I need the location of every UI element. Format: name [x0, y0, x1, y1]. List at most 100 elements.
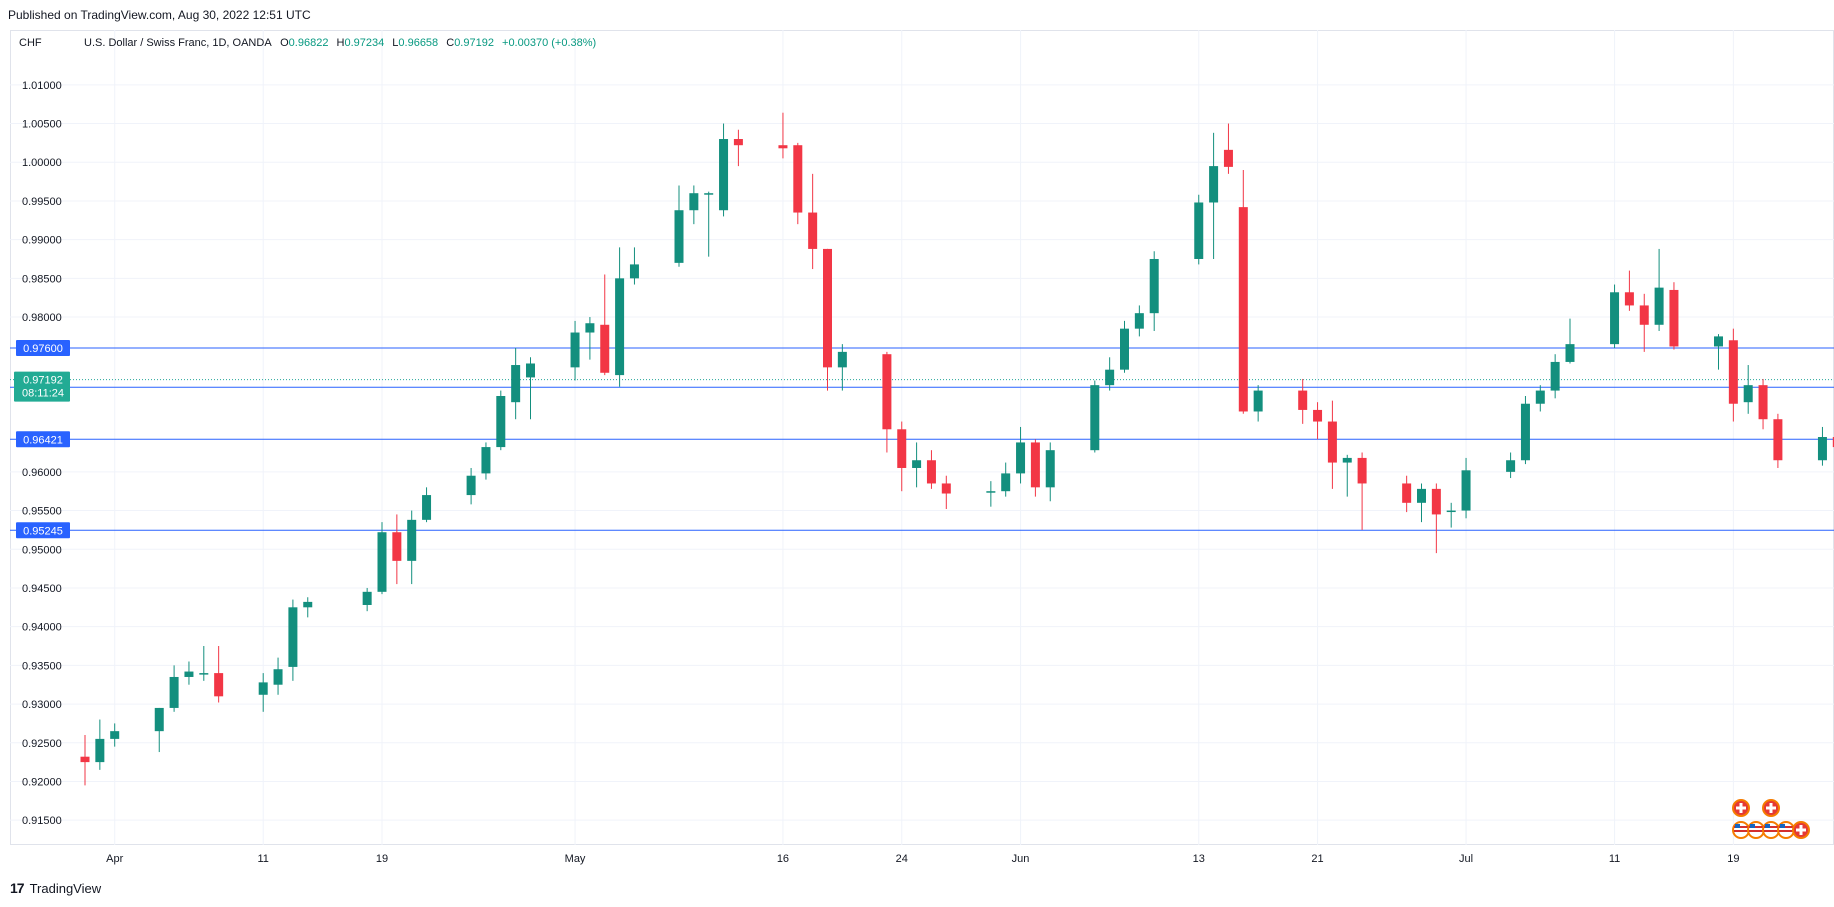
candle[interactable]	[199, 646, 209, 681]
candle[interactable]	[110, 723, 120, 747]
candle[interactable]	[511, 348, 521, 420]
candle[interactable]	[154, 707, 164, 753]
candle[interactable]	[258, 673, 268, 712]
candle[interactable]	[1773, 413, 1783, 468]
candle[interactable]	[1120, 320, 1129, 373]
candle[interactable]	[1417, 483, 1426, 523]
us-flag-icon[interactable]	[1747, 821, 1765, 839]
candle[interactable]	[1520, 395, 1530, 465]
candle[interactable]	[1313, 402, 1323, 440]
candle[interactable]	[808, 173, 818, 270]
candle[interactable]	[837, 344, 847, 391]
candle[interactable]	[466, 467, 476, 505]
candle[interactable]	[615, 247, 625, 387]
candle[interactable]	[570, 320, 580, 381]
us-flag-icon[interactable]	[1777, 821, 1795, 839]
candle[interactable]	[407, 510, 417, 585]
candle-body	[1639, 305, 1649, 325]
candle[interactable]	[1149, 251, 1159, 331]
y-axis: 1.01000 1.00500 1.00000 0.99500 0.99000 0.985…	[22, 80, 62, 827]
candle[interactable]	[184, 661, 194, 685]
swiss-flag-icon[interactable]	[1792, 821, 1810, 839]
candle[interactable]	[481, 442, 491, 480]
candle[interactable]	[1253, 385, 1263, 422]
candle-body	[1610, 292, 1620, 345]
candle[interactable]	[1209, 132, 1219, 259]
candle[interactable]	[1639, 293, 1649, 352]
candle[interactable]	[1327, 400, 1337, 489]
candle[interactable]	[1535, 385, 1545, 412]
candle[interactable]	[1446, 502, 1456, 528]
candle[interactable]	[1194, 194, 1204, 265]
candle[interactable]	[1298, 378, 1308, 424]
tradingview-logo-icon[interactable]: 17	[10, 880, 25, 896]
candle[interactable]	[882, 351, 892, 453]
candle[interactable]	[1431, 483, 1441, 554]
candle[interactable]	[1016, 426, 1026, 484]
candle[interactable]	[169, 665, 179, 712]
candle[interactable]	[778, 112, 788, 159]
candle[interactable]	[823, 248, 832, 391]
candle[interactable]	[95, 719, 105, 770]
candle[interactable]	[1714, 334, 1723, 370]
candle[interactable]	[1357, 452, 1367, 530]
candle[interactable]	[1728, 328, 1738, 422]
candle[interactable]	[1610, 284, 1620, 349]
candle[interactable]	[1758, 378, 1768, 430]
candle-body	[1209, 166, 1219, 203]
candle[interactable]	[793, 142, 803, 225]
candle[interactable]	[1624, 270, 1634, 311]
candle[interactable]	[303, 597, 313, 618]
candle[interactable]	[689, 185, 699, 225]
candle[interactable]	[1090, 380, 1100, 453]
candle[interactable]	[704, 191, 714, 257]
candle[interactable]	[1045, 442, 1055, 502]
candle[interactable]	[1223, 123, 1233, 174]
candle[interactable]	[1402, 475, 1412, 513]
candle[interactable]	[600, 274, 610, 376]
candle[interactable]	[392, 514, 402, 585]
candle[interactable]	[496, 390, 506, 451]
candle[interactable]	[288, 599, 298, 681]
candle[interactable]	[585, 317, 595, 360]
candle[interactable]	[1506, 452, 1516, 479]
candle[interactable]	[719, 123, 729, 217]
candle[interactable]	[362, 587, 372, 612]
us-flag-icon[interactable]	[1762, 821, 1780, 839]
swiss-flag-icon[interactable]	[1732, 799, 1750, 817]
candle[interactable]	[422, 487, 432, 523]
candle[interactable]	[926, 450, 936, 489]
candle[interactable]	[1669, 282, 1679, 350]
candle[interactable]	[273, 657, 283, 695]
candle[interactable]	[526, 357, 535, 420]
candle[interactable]	[377, 522, 387, 595]
candle[interactable]	[80, 735, 90, 786]
candle[interactable]	[912, 442, 922, 488]
candle[interactable]	[629, 247, 639, 285]
candle[interactable]	[1134, 305, 1144, 337]
candle[interactable]	[1654, 248, 1664, 331]
candle[interactable]	[1550, 354, 1560, 399]
candle[interactable]	[1238, 169, 1248, 414]
candle[interactable]	[1817, 426, 1827, 466]
candle[interactable]	[1001, 462, 1011, 497]
tradingview-wordmark[interactable]: TradingView	[29, 880, 102, 896]
candle[interactable]	[1743, 365, 1753, 414]
candle[interactable]	[941, 475, 951, 510]
candle[interactable]	[1565, 318, 1575, 364]
candle[interactable]	[733, 129, 743, 167]
us-flag-icon[interactable]	[1732, 821, 1750, 839]
swiss-flag-icon[interactable]	[1762, 799, 1780, 817]
candle[interactable]	[986, 481, 996, 507]
candle[interactable]	[1030, 439, 1040, 497]
candlestick-chart[interactable]: 0.976000.970930.964210.952450.9719208:11…	[0, 0, 1834, 870]
candle[interactable]	[1105, 357, 1115, 391]
candle-body	[1342, 457, 1352, 463]
candle[interactable]	[1342, 454, 1352, 497]
candle[interactable]	[674, 185, 684, 267]
candle[interactable]	[214, 646, 224, 703]
candle[interactable]	[897, 421, 907, 492]
candle[interactable]	[1461, 457, 1471, 519]
economic-events-icons[interactable]	[1732, 799, 1810, 839]
candle[interactable]	[1832, 422, 1834, 458]
